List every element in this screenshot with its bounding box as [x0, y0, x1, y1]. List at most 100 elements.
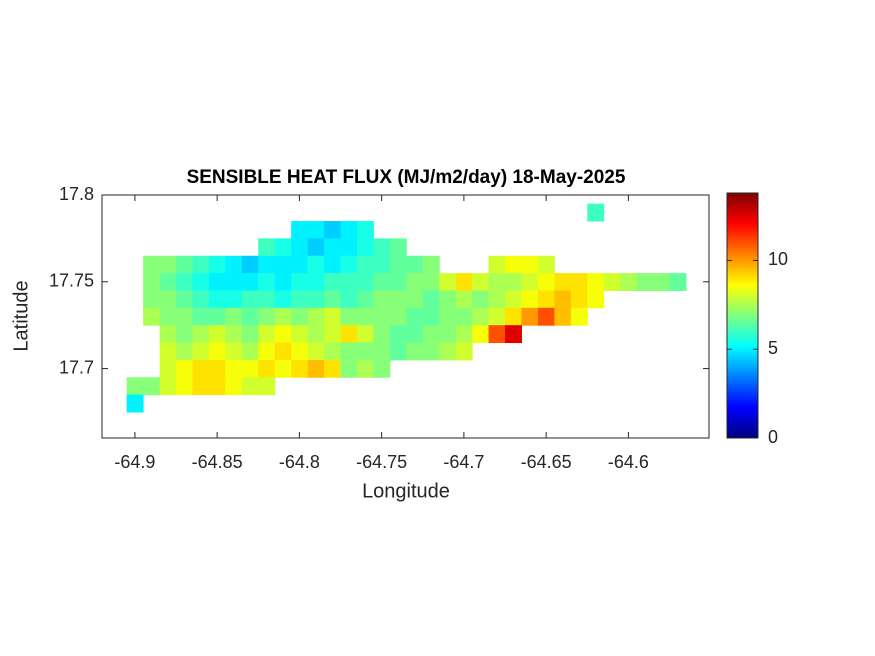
heat-cell	[439, 307, 457, 326]
heat-cell	[620, 273, 638, 291]
heat-cell	[356, 307, 374, 326]
heat-cell	[225, 290, 243, 309]
heat-cell	[307, 307, 325, 326]
heat-cell	[373, 273, 391, 291]
heat-cell	[570, 307, 588, 326]
heat-cell	[241, 273, 259, 291]
heat-cell	[356, 290, 374, 309]
heat-cell	[126, 394, 144, 413]
heat-cell	[291, 290, 309, 309]
heat-cell	[159, 359, 177, 378]
heat-cell	[176, 377, 193, 396]
heat-cell	[176, 342, 193, 361]
heat-cell	[291, 255, 309, 274]
heat-cell	[505, 255, 522, 274]
heat-cell	[225, 342, 243, 361]
heat-cell	[324, 273, 342, 291]
heat-cell	[669, 273, 687, 291]
x-tick-label: -64.9	[114, 452, 155, 472]
heat-cell	[537, 255, 555, 274]
heatmap-cells	[126, 203, 687, 413]
heat-cell	[143, 273, 161, 291]
heat-cell	[439, 325, 457, 344]
heat-cell	[208, 307, 226, 326]
x-tick-label: -64.6	[608, 452, 649, 472]
heat-cell	[587, 273, 605, 291]
colorbar	[726, 192, 759, 439]
heat-cell	[307, 342, 325, 361]
heat-cell	[241, 359, 259, 378]
heat-cell	[274, 325, 292, 344]
heat-cell	[274, 359, 292, 378]
heat-cell	[537, 273, 555, 291]
heat-cell	[488, 325, 506, 344]
heat-cell	[356, 255, 374, 274]
axes-box	[101, 194, 710, 439]
heat-cell	[241, 255, 259, 274]
heat-cell	[455, 325, 473, 344]
heat-cell	[307, 221, 325, 239]
heat-cell	[422, 255, 440, 274]
heat-cell	[340, 221, 358, 239]
heat-cell	[373, 342, 391, 361]
heat-cell	[192, 307, 210, 326]
heat-cell	[324, 307, 342, 326]
heat-cell	[192, 342, 210, 361]
colorbar-tick-label: 10	[768, 249, 788, 269]
heat-cell	[389, 255, 407, 274]
heat-cell	[488, 290, 506, 309]
x-tick-label: -64.7	[443, 452, 484, 472]
heat-cell	[340, 359, 358, 378]
heat-cell	[225, 255, 243, 274]
x-tick-label: -64.8	[279, 452, 320, 472]
heat-cell	[373, 307, 391, 326]
heat-cell	[488, 273, 506, 291]
heat-cell	[208, 290, 226, 309]
heat-cell	[208, 273, 226, 291]
heat-cell	[422, 273, 440, 291]
heat-cell	[570, 273, 588, 291]
heat-cell	[389, 273, 407, 291]
heat-cell	[603, 273, 621, 291]
heat-cell	[307, 290, 325, 309]
heat-cell	[258, 255, 276, 274]
heat-cell	[159, 273, 177, 291]
heat-cell	[340, 238, 358, 257]
heat-cell	[587, 203, 605, 222]
x-tick-label: -64.65	[521, 452, 572, 472]
heat-cell	[176, 325, 193, 344]
heat-cell	[554, 307, 572, 326]
heat-cell	[636, 273, 654, 291]
colorbar-tick-label: 5	[768, 338, 778, 358]
heat-cell	[587, 290, 605, 309]
chart-title: SENSIBLE HEAT FLUX (MJ/m2/day) 18-May-20…	[187, 167, 626, 188]
heat-cell	[653, 273, 671, 291]
heat-cell	[472, 290, 490, 309]
y-tick-label: 17.7	[59, 357, 94, 377]
heat-cell	[291, 325, 309, 344]
heat-cell	[324, 238, 342, 257]
heat-cell	[143, 255, 161, 274]
heat-cell	[192, 377, 210, 396]
y-axis-label: Latitude	[10, 280, 32, 351]
heat-cell	[225, 325, 243, 344]
heat-cell	[241, 325, 259, 344]
heat-cell	[159, 325, 177, 344]
heat-cell	[291, 273, 309, 291]
heat-cell	[439, 290, 457, 309]
heat-cell	[258, 325, 276, 344]
y-tick-label: 17.8	[59, 184, 94, 204]
heat-cell	[192, 273, 210, 291]
heat-cell	[389, 307, 407, 326]
heat-cell	[192, 325, 210, 344]
heat-cell	[472, 325, 490, 344]
heat-cell	[356, 359, 374, 378]
heat-cell	[505, 307, 522, 326]
heat-cell	[307, 255, 325, 274]
heat-cell	[455, 342, 473, 361]
heat-cell	[159, 342, 177, 361]
heat-cell	[505, 273, 522, 291]
heat-cell	[373, 255, 391, 274]
heat-cell	[422, 325, 440, 344]
heat-cell	[258, 359, 276, 378]
